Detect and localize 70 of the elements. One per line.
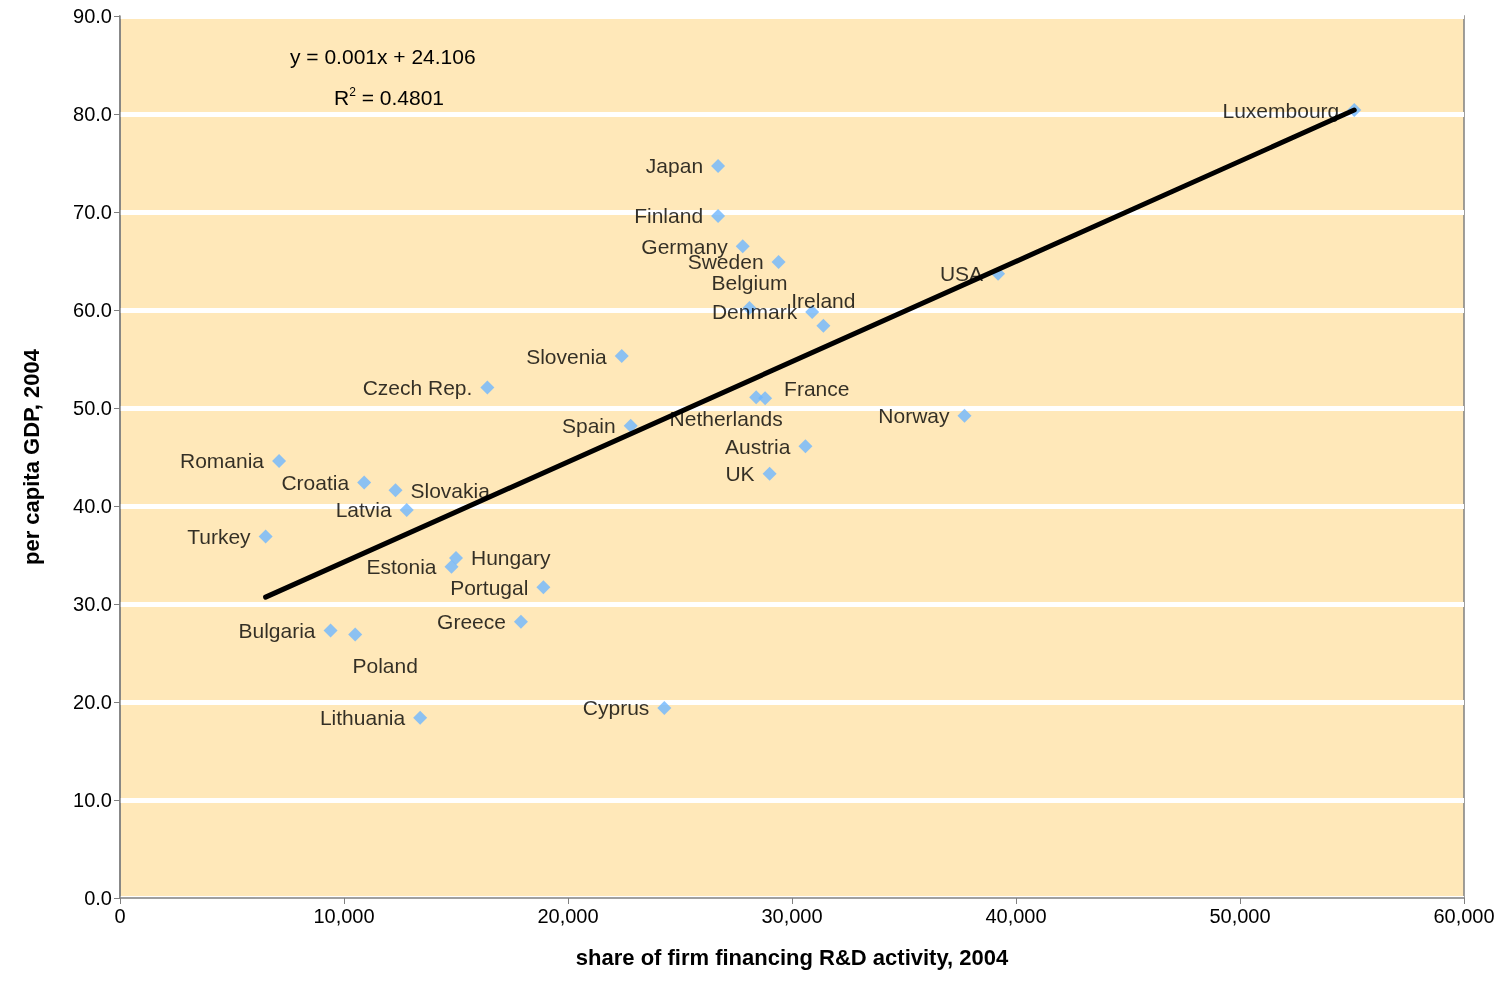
y-tick-label: 20.0 — [73, 691, 112, 713]
point — [711, 158, 726, 173]
y-tick-label: 90.0 — [73, 5, 112, 27]
data-label: Norway — [878, 404, 950, 428]
x-tick-label: 60,000 — [1433, 905, 1495, 927]
point — [816, 318, 831, 333]
point — [323, 623, 338, 638]
data-label: Latvia — [335, 498, 393, 522]
point — [449, 550, 463, 565]
data-label: Poland — [352, 654, 418, 678]
data-label: Netherlands — [669, 407, 783, 431]
x-axis-title: share of firm financing R&D activity, 2004 — [575, 944, 1009, 970]
y-tick-label: 40.0 — [73, 495, 112, 517]
data-label: Lithuania — [319, 706, 406, 730]
point — [399, 502, 414, 517]
y-tick-label: 50.0 — [73, 397, 112, 419]
point — [444, 559, 459, 574]
x-tick-label: 10,000 — [313, 905, 375, 927]
point — [798, 439, 813, 454]
point — [735, 239, 750, 254]
data-label: Cyprus — [582, 696, 650, 720]
y-axis-title: per capita GDP, 2004 — [18, 348, 44, 566]
y-tick-label: 30.0 — [73, 593, 112, 615]
point — [771, 254, 786, 269]
point — [413, 710, 428, 725]
data-label: Luxembourg — [1222, 98, 1340, 122]
data-label: France — [784, 376, 850, 400]
data-label: Czech Rep. — [362, 375, 473, 399]
x-tick-label: 0 — [114, 905, 126, 927]
y-tick-label: 60.0 — [73, 299, 112, 321]
data-label: Spain — [562, 414, 616, 438]
y-tick-label: 80.0 — [73, 103, 112, 125]
x-tick-label: 50,000 — [1209, 905, 1271, 927]
point — [623, 418, 638, 433]
data-label: Austria — [725, 434, 791, 458]
data-label: UK — [725, 462, 755, 486]
point — [480, 380, 495, 395]
point — [957, 408, 972, 423]
data-label: Bulgaria — [238, 618, 316, 642]
x-tick-label: 20,000 — [537, 905, 599, 927]
data-label: Portugal — [450, 575, 529, 599]
data-label: Estonia — [366, 555, 437, 579]
y-tick-label: 70.0 — [73, 201, 112, 223]
point — [762, 466, 777, 481]
point — [536, 580, 551, 595]
point — [388, 483, 403, 498]
data-label: Romania — [179, 449, 265, 473]
x-tick-label: 40,000 — [985, 905, 1047, 927]
point — [357, 475, 372, 490]
point — [513, 614, 528, 629]
point — [348, 627, 363, 642]
point — [657, 700, 672, 715]
x-tick-label: 30,000 — [761, 905, 823, 927]
point — [758, 391, 773, 406]
point — [258, 529, 273, 544]
point — [272, 453, 287, 468]
data-label: Hungary — [471, 546, 551, 570]
data-label: Croatia — [281, 470, 350, 494]
data-label: Slovakia — [410, 478, 491, 502]
annotation: y = 0.001x + 24.106 — [290, 45, 476, 68]
data-label: Japan — [645, 154, 704, 178]
data-label: Slovenia — [526, 344, 608, 368]
y-tick-label: 0.0 — [84, 887, 112, 909]
y-tick-label: 10.0 — [73, 789, 112, 811]
data-label: Greece — [437, 610, 506, 634]
point — [614, 349, 629, 364]
point — [711, 208, 726, 223]
data-label: Belgium — [711, 271, 788, 295]
data-label: Turkey — [187, 524, 252, 548]
data-label: Finland — [634, 204, 704, 228]
